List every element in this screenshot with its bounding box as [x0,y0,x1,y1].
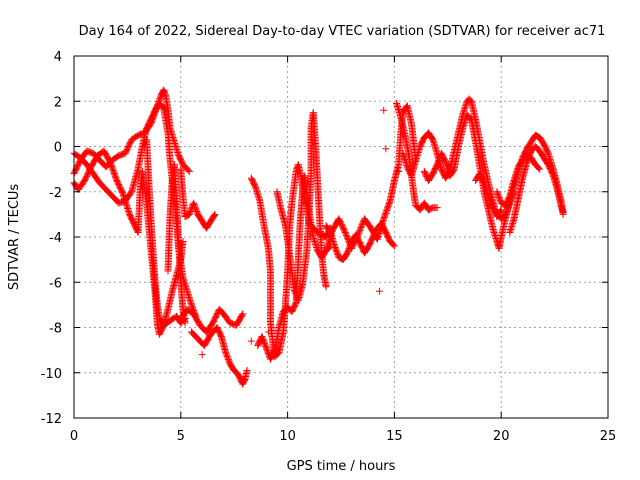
y-tick-label: 0 [54,141,62,156]
y-tick-label: -10 [41,367,62,382]
x-tick-label: 10 [279,429,296,444]
data-point [198,351,206,359]
data-point [243,366,251,374]
data-point [239,310,247,318]
data-point [322,283,330,291]
data-point [355,229,363,237]
data-point [342,231,350,239]
data-point [184,166,192,174]
data-point [185,167,193,175]
y-tick-label: 2 [54,95,62,110]
y-tick-label: -2 [49,186,62,201]
data-point [343,233,351,241]
data-point [292,300,300,308]
data-point [395,167,403,175]
data-point [344,234,352,242]
data-point [535,164,543,172]
data-point [390,242,398,250]
x-tick-label: 15 [386,429,403,444]
data-point [345,237,353,245]
data-point [358,222,366,230]
x-tick-label: 5 [177,429,185,444]
data-point [389,241,397,249]
data-point [247,337,255,345]
data-point [357,224,365,232]
data-point [354,231,362,239]
data-point [210,212,218,220]
y-tick-label: -12 [41,412,62,427]
data-point [375,287,383,295]
y-tick-label: -6 [49,276,62,291]
data-point [264,328,272,336]
data-point [211,210,219,218]
chart-title: Day 164 of 2022, Sidereal Day-to-day VTE… [79,24,606,39]
x-tick-label: 25 [600,429,617,444]
data-point [344,236,352,244]
x-axis-label: GPS time / hours [287,459,396,474]
x-tick-labels: 0 5 10 15 20 25 [70,429,616,444]
data-point [382,145,390,153]
x-tick-label: 0 [70,429,78,444]
data-point [559,208,567,216]
x-tick-label: 20 [493,429,510,444]
data-point [179,238,187,246]
data-point [342,230,350,238]
grid-lines [74,56,608,418]
data-point [356,225,364,233]
data-point [341,228,349,236]
y-tick-label: -8 [49,322,62,337]
data-point [355,228,363,236]
data-point [536,165,544,173]
data-points [70,86,567,388]
data-point [238,311,246,319]
data-point [380,106,388,114]
data-point [181,319,189,327]
y-tick-label: 4 [54,50,62,65]
data-point [356,226,364,234]
y-axis-label: SDTVAR / TECUs [7,184,22,291]
data-point [358,221,366,229]
axis-ticks [73,55,609,419]
y-tick-label: -4 [49,231,62,246]
data-point [433,204,441,212]
y-tick-labels: 4 2 0 -2 -4 -6 -8 -10 -12 [41,50,62,427]
